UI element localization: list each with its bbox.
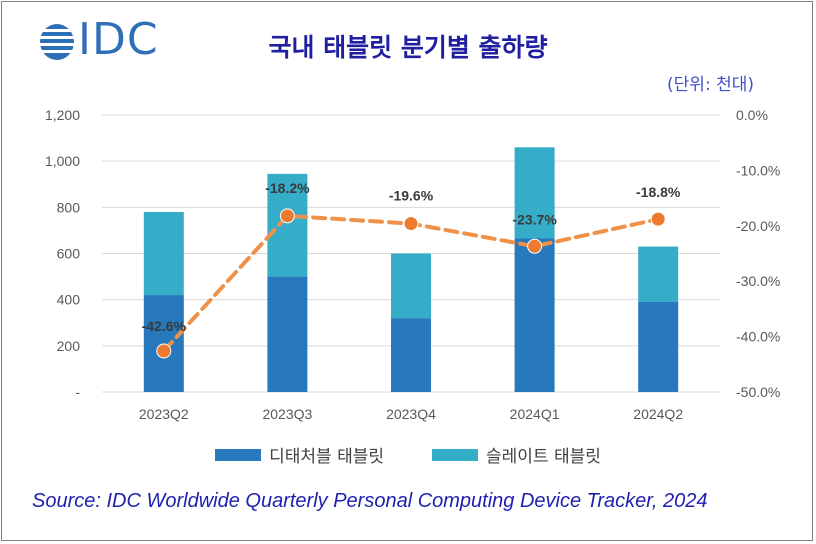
yoy-marker	[527, 238, 543, 254]
y-left-tick-label: -	[75, 384, 80, 400]
bar-slate	[514, 147, 555, 239]
y-right-tick-label: -50.0%	[736, 384, 780, 400]
globe-icon	[38, 24, 78, 60]
yoy-data-label: -18.2%	[265, 180, 310, 196]
bar-slate	[267, 173, 308, 277]
y-left-tick-label: 1,200	[45, 107, 80, 123]
y-right-tick-label: -10.0%	[736, 162, 780, 178]
y-left-tick-label: 1,000	[45, 153, 80, 169]
legend-item-detachable: 디태처블 태블릿	[215, 442, 384, 467]
x-tick-label: 2023Q4	[386, 406, 436, 422]
legend-swatch-slate	[432, 448, 478, 461]
yoy-marker	[650, 211, 666, 227]
yoy-marker	[279, 208, 295, 224]
bar-slate	[638, 246, 679, 302]
yoy-marker	[403, 216, 419, 232]
bar-slate	[143, 211, 184, 296]
bar-detachable	[514, 238, 555, 392]
legend-label-detachable: 디태처블 태블릿	[269, 447, 384, 467]
y-right-tick-label: 0.0%	[736, 107, 768, 123]
y-right-tick-label: -20.0%	[736, 218, 780, 234]
y-right-tick-label: -30.0%	[736, 273, 780, 289]
chart-title: 국내 태블릿 분기별 출하량	[268, 33, 548, 62]
bar-detachable	[638, 301, 679, 392]
unit-label: (단위: 천대)	[667, 75, 754, 95]
y-left-tick-label: 800	[57, 199, 81, 215]
x-tick-label: 2023Q3	[262, 406, 312, 422]
x-tick-label: 2024Q2	[633, 406, 683, 422]
idc-logo: IDC	[38, 14, 188, 70]
x-tick-label: 2024Q1	[510, 406, 560, 422]
source-note: Source: IDC Worldwide Quarterly Personal…	[32, 490, 708, 512]
y-left-tick-label: 400	[57, 292, 81, 308]
bar-slate	[391, 253, 431, 319]
yoy-data-label: -23.7%	[512, 211, 557, 227]
y-left-tick-label: 200	[57, 338, 81, 354]
bar-detachable	[267, 276, 308, 392]
y-right-tick-label: -40.0%	[736, 329, 780, 345]
legend: 디태처블 태블릿 슬레이트 태블릿	[0, 442, 816, 467]
logo-text: IDC	[78, 14, 159, 65]
yoy-data-label: -42.6%	[142, 318, 187, 334]
yoy-marker	[156, 343, 172, 359]
legend-item-slate: 슬레이트 태블릿	[432, 442, 601, 467]
x-tick-label: 2023Q2	[139, 406, 189, 422]
bar-detachable	[391, 318, 431, 392]
y-left-tick-label: 600	[57, 246, 81, 262]
legend-swatch-detachable	[215, 448, 262, 461]
yoy-data-label: -18.8%	[636, 184, 681, 200]
yoy-data-label: -19.6%	[389, 188, 434, 204]
legend-label-slate: 슬레이트 태블릿	[486, 447, 601, 467]
